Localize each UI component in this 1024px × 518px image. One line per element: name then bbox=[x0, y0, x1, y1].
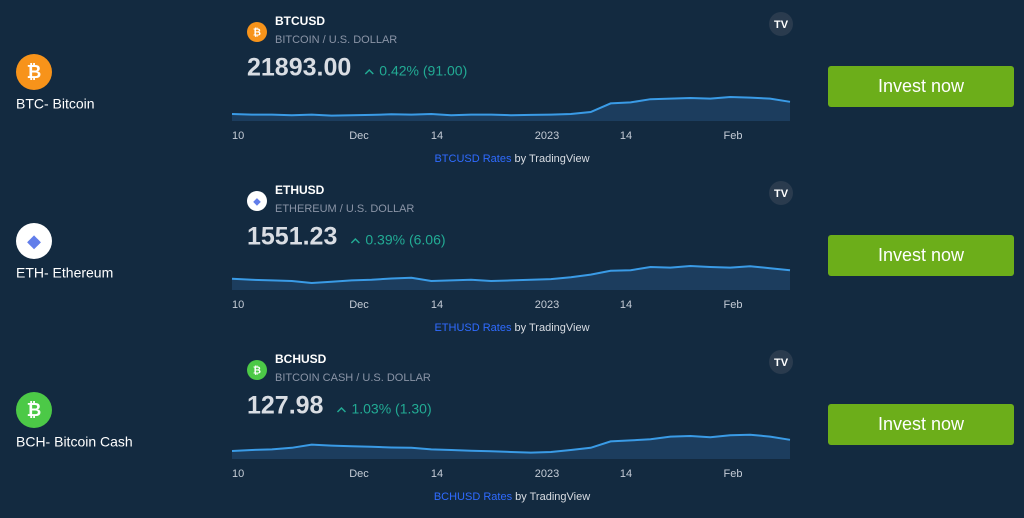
price: 1551.23 bbox=[247, 223, 337, 251]
symbol-glyph: ₿ bbox=[253, 365, 261, 377]
invest-button[interactable] bbox=[828, 404, 1014, 445]
invest-button[interactable] bbox=[828, 66, 1014, 107]
x-tick-label: Dec bbox=[349, 299, 369, 311]
asset-icon bbox=[16, 223, 52, 259]
symbol-icon bbox=[247, 22, 267, 42]
asset-row: ◆ ETH- Ethereum ◆ ETHUSD ETHEREUM / U.S. DOL… bbox=[16, 181, 1014, 334]
x-tick-label: Dec bbox=[349, 130, 369, 142]
symbol-glyph: ₿ bbox=[253, 27, 261, 39]
x-tick-label: 2023 bbox=[535, 468, 559, 480]
sparkline-area bbox=[232, 97, 790, 121]
x-tick-label: 10 bbox=[232, 468, 244, 480]
footer: BCHUSD Rates by TradingView bbox=[434, 491, 590, 503]
asset-name: ETH- Ethereum bbox=[16, 265, 113, 281]
asset-icon bbox=[16, 392, 52, 428]
rates-link[interactable]: BCHUSD Rates bbox=[434, 491, 513, 503]
symbol-glyph: ◆ bbox=[253, 197, 261, 208]
x-tick-label: 14 bbox=[431, 299, 443, 311]
tv-logo-bg bbox=[769, 350, 793, 374]
symbol: BTCUSD bbox=[275, 14, 325, 28]
x-tick-label: 14 bbox=[431, 468, 443, 480]
price: 127.98 bbox=[247, 392, 324, 420]
price: 21893.00 bbox=[247, 54, 351, 82]
asset-icon-glyph: ₿ bbox=[27, 400, 42, 420]
x-tick-label: Feb bbox=[724, 130, 743, 142]
by-tradingview: by TradingView bbox=[512, 491, 590, 503]
x-tick-label: 2023 bbox=[535, 299, 559, 311]
footer: ETHUSD Rates by TradingView bbox=[434, 322, 589, 334]
x-tick-label: 14 bbox=[620, 468, 632, 480]
symbol: BCHUSD bbox=[275, 352, 327, 366]
description: ETHEREUM / U.S. DOLLAR bbox=[275, 203, 414, 215]
asset-name: BTC- Bitcoin bbox=[16, 96, 95, 112]
asset-icon bbox=[16, 54, 52, 90]
invest-button-label[interactable]: Invest now bbox=[878, 76, 965, 96]
change-arrow bbox=[350, 237, 360, 244]
asset-icon-glyph: ◆ bbox=[27, 231, 41, 251]
tv-logo-bg bbox=[769, 181, 793, 205]
description: BITCOIN CASH / U.S. DOLLAR bbox=[275, 372, 431, 384]
rates-link[interactable]: ETHUSD Rates bbox=[434, 322, 512, 334]
x-tick-label: Feb bbox=[724, 468, 743, 480]
asset-name: BCH- Bitcoin Cash bbox=[16, 434, 133, 450]
tv-logo: TV bbox=[774, 19, 789, 31]
by-tradingview: by TradingView bbox=[511, 153, 589, 165]
sparkline bbox=[231, 264, 791, 285]
tv-logo-bg bbox=[769, 12, 793, 36]
x-tick-label: 10 bbox=[232, 299, 244, 311]
x-tick-label: 14 bbox=[620, 299, 632, 311]
by-tradingview: by TradingView bbox=[511, 322, 589, 334]
rates-link[interactable]: BTCUSD Rates bbox=[434, 153, 512, 165]
sparkline-area bbox=[232, 434, 790, 459]
symbol-icon bbox=[247, 191, 267, 211]
description: BITCOIN / U.S. DOLLAR bbox=[275, 34, 397, 46]
invest-button-label[interactable]: Invest now bbox=[878, 414, 965, 434]
asset-row: ₿ BCH- Bitcoin Cash ₿ BCHUSD BITCOIN CASH / … bbox=[16, 350, 1014, 503]
invest-button[interactable] bbox=[828, 235, 1014, 276]
asset-icon-glyph: ₿ bbox=[27, 62, 42, 82]
symbol: ETHUSD bbox=[275, 183, 325, 197]
x-tick-label: 2023 bbox=[535, 130, 559, 142]
symbol-icon bbox=[247, 360, 267, 380]
footer: BTCUSD Rates by TradingView bbox=[434, 153, 589, 165]
sparkline bbox=[231, 433, 791, 454]
x-tick-label: 14 bbox=[620, 130, 632, 142]
x-tick-label: Dec bbox=[349, 468, 369, 480]
change: 0.42% (91.00) bbox=[379, 63, 467, 79]
x-tick-label: 10 bbox=[232, 130, 244, 142]
sparkline bbox=[231, 95, 791, 117]
change-arrow bbox=[364, 68, 374, 75]
x-tick-label: Feb bbox=[724, 299, 743, 311]
sparkline-area bbox=[232, 266, 790, 290]
invest-button-label[interactable]: Invest now bbox=[878, 245, 965, 265]
change: 0.39% (6.06) bbox=[365, 232, 445, 248]
change: 1.03% (1.30) bbox=[351, 401, 431, 417]
asset-row: ₿ BTC- Bitcoin ₿ BTCUSD BITCOIN / U.S. DOLLA… bbox=[16, 12, 1014, 165]
tv-logo: TV bbox=[774, 188, 789, 200]
change-arrow bbox=[336, 406, 346, 413]
x-tick-label: 14 bbox=[431, 130, 443, 142]
tv-logo: TV bbox=[774, 357, 789, 369]
